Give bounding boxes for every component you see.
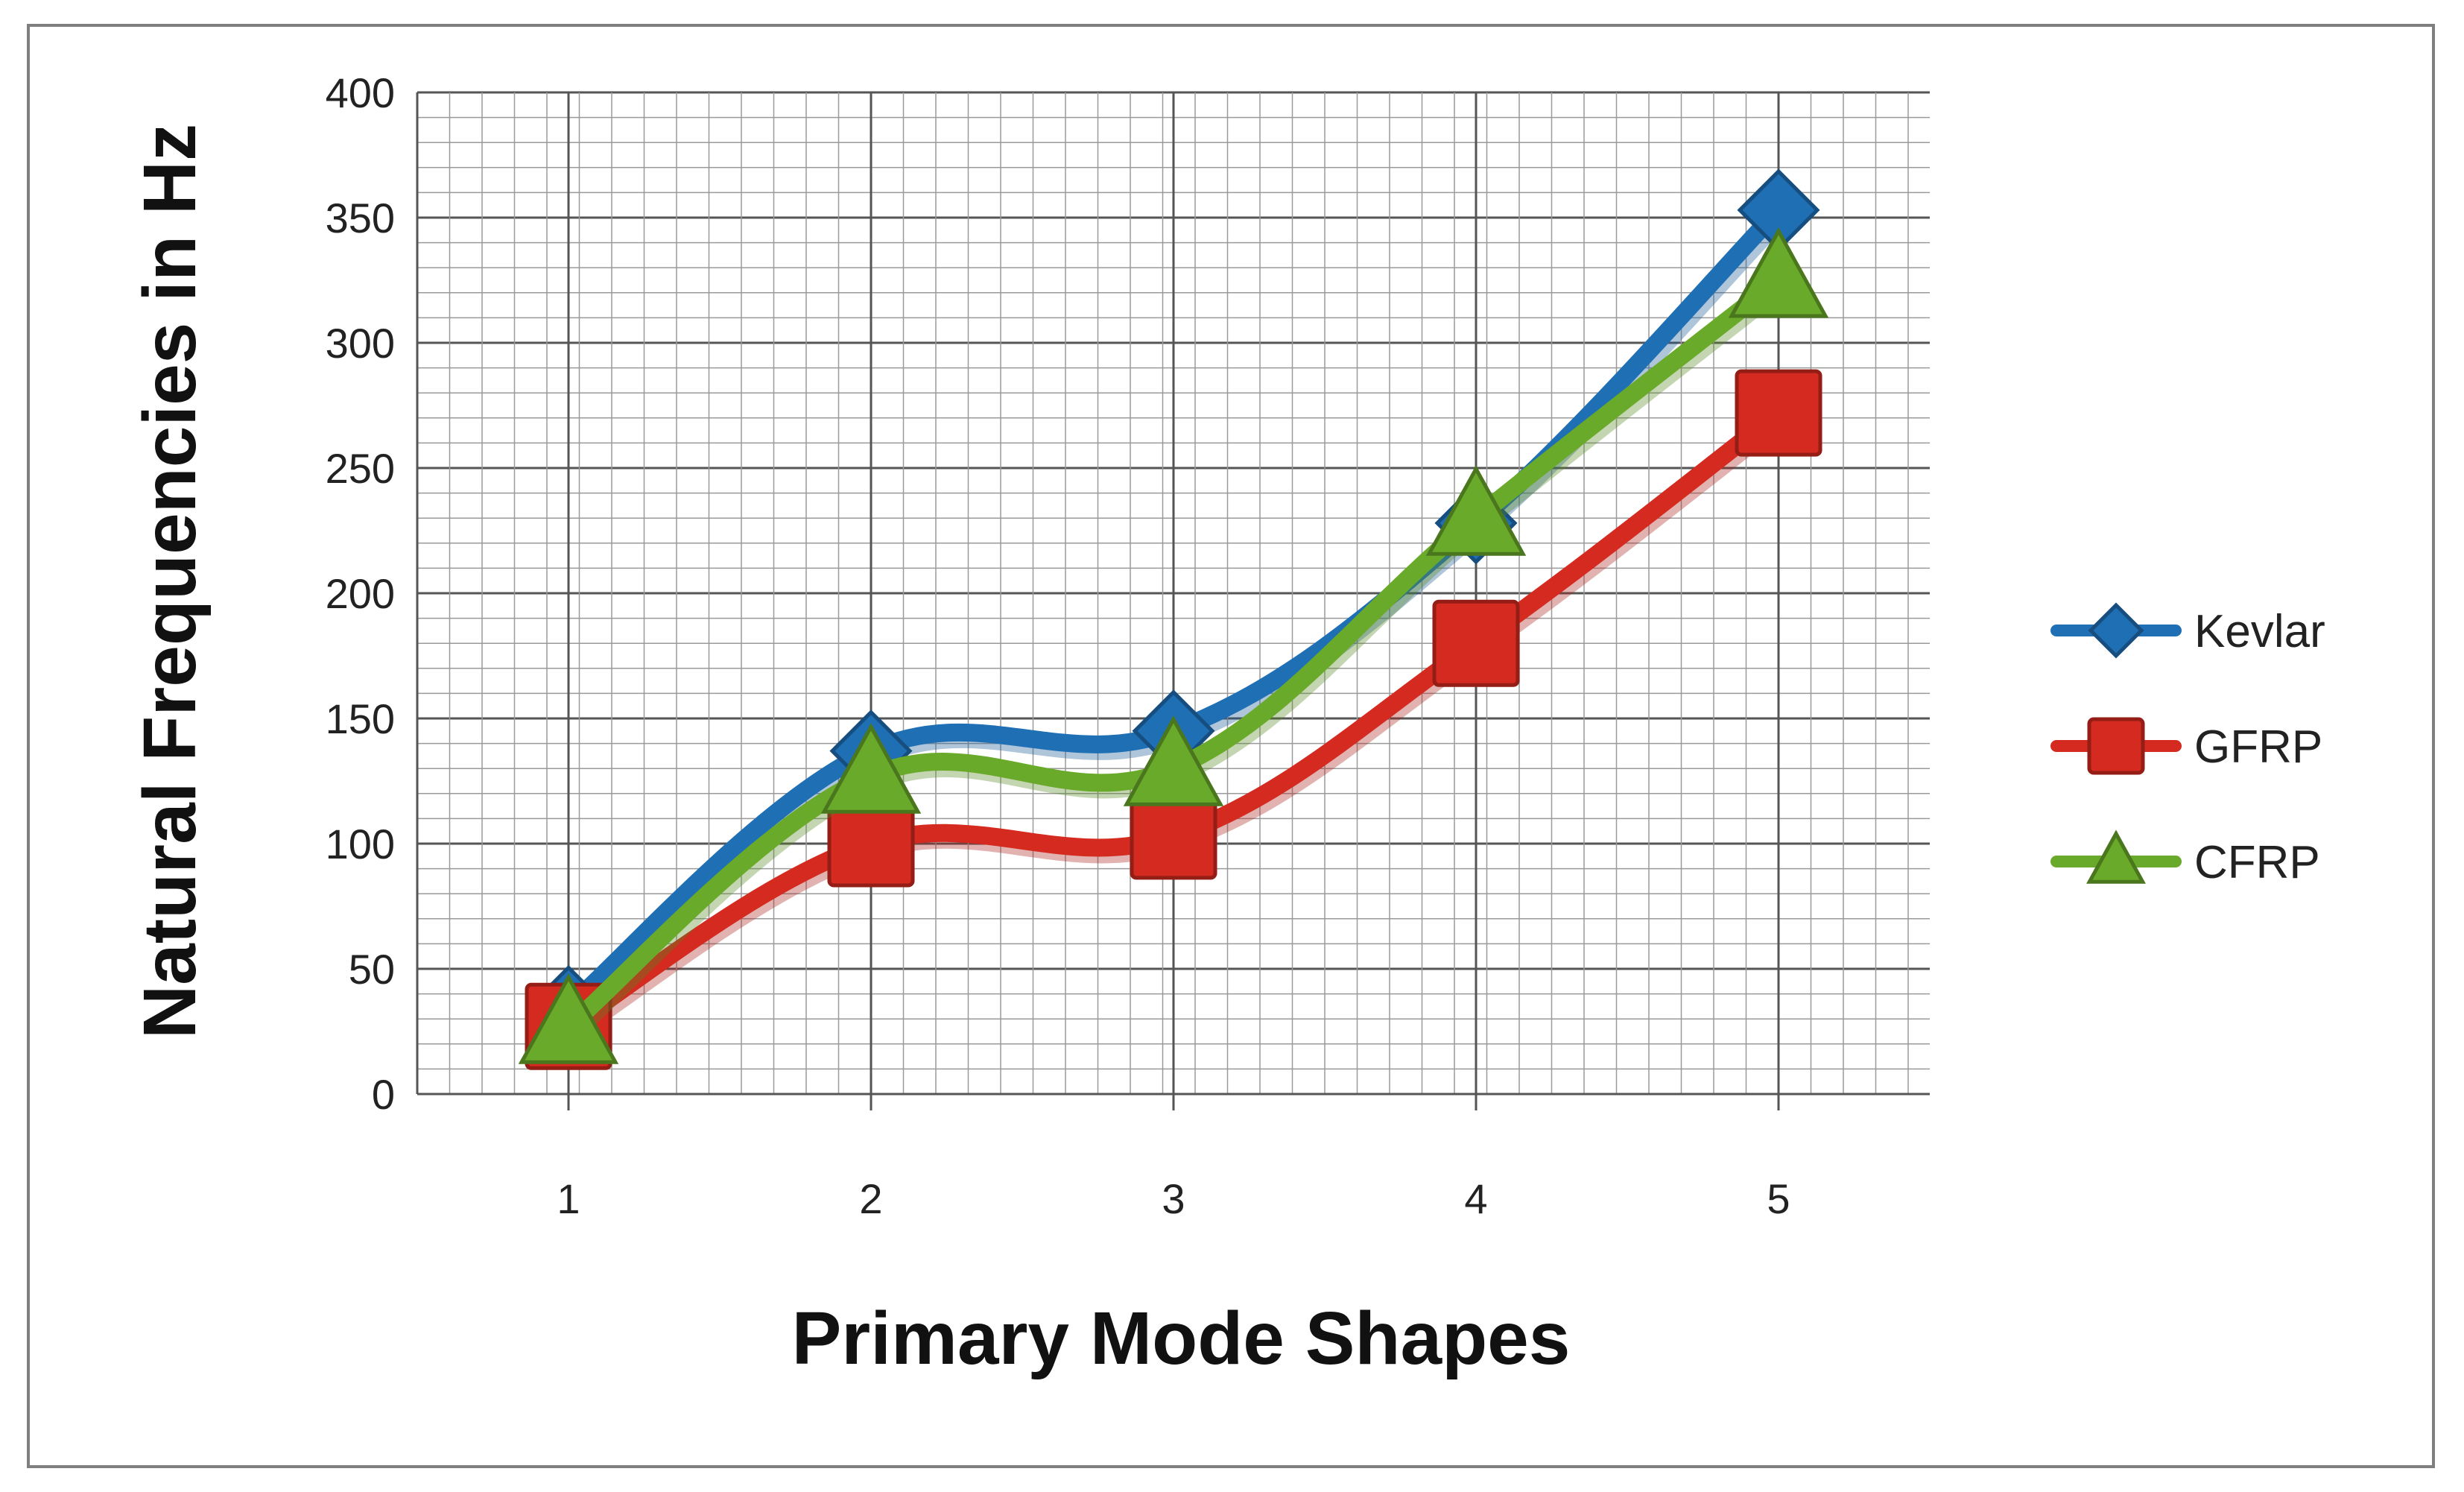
cfrp-point-4 bbox=[1425, 465, 1527, 556]
series-gfrp bbox=[525, 369, 1822, 1070]
x-tick-label: 3 bbox=[1162, 1175, 1185, 1222]
legend[interactable]: Kevlar GFRP CFRP bbox=[2050, 602, 2325, 888]
gfrp-point-2 bbox=[827, 800, 915, 888]
y-axis-title: Natural Frequencies in Hz bbox=[128, 124, 212, 1039]
legend-item-gfrp[interactable]: GFRP bbox=[2050, 717, 2322, 775]
legend-marker bbox=[2087, 717, 2145, 775]
cfrp-point-5 bbox=[1728, 227, 1829, 318]
cfrp-point-3 bbox=[1123, 715, 1224, 806]
gfrp-point-3 bbox=[1130, 792, 1217, 880]
legend-label-cfrp: CFRP bbox=[2194, 837, 2320, 888]
cfrp-point-1 bbox=[518, 973, 619, 1064]
x-tick-label: 4 bbox=[1464, 1175, 1487, 1222]
x-tick-label: 1 bbox=[557, 1175, 580, 1222]
gfrp-point-5 bbox=[1735, 369, 1822, 457]
x-tick-labels: 1 2 3 4 5 bbox=[557, 1175, 1790, 1222]
cfrp-point-2 bbox=[820, 723, 922, 814]
legend-label-gfrp: GFRP bbox=[2194, 721, 2322, 773]
y-tick-label: 350 bbox=[326, 195, 395, 241]
legend-item-kevlar[interactable]: Kevlar bbox=[2050, 602, 2325, 659]
y-tick-labels: 0 50 100 150 200 250 300 350 400 bbox=[326, 69, 395, 1118]
x-axis-title: Primary Mode Shapes bbox=[792, 1297, 1571, 1380]
y-tick-label: 300 bbox=[326, 320, 395, 367]
gfrp-point-4 bbox=[1432, 599, 1520, 687]
legend-marker bbox=[2088, 602, 2144, 659]
x-tick-label: 2 bbox=[859, 1175, 882, 1222]
y-tick-label: 100 bbox=[326, 821, 395, 867]
series bbox=[518, 168, 1829, 1070]
y-tick-label: 50 bbox=[349, 946, 395, 993]
y-tick-label: 150 bbox=[326, 695, 395, 742]
series-cfrp bbox=[518, 227, 1829, 1064]
x-tick-label: 5 bbox=[1767, 1175, 1790, 1222]
y-tick-label: 0 bbox=[372, 1071, 395, 1118]
legend-label-kevlar: Kevlar bbox=[2194, 606, 2325, 657]
legend-marker bbox=[2086, 829, 2146, 884]
y-tick-label: 400 bbox=[326, 69, 395, 116]
legend-item-cfrp[interactable]: CFRP bbox=[2050, 829, 2320, 888]
y-tick-label: 200 bbox=[326, 570, 395, 617]
axes bbox=[416, 92, 1930, 1110]
y-tick-label: 250 bbox=[326, 445, 395, 492]
